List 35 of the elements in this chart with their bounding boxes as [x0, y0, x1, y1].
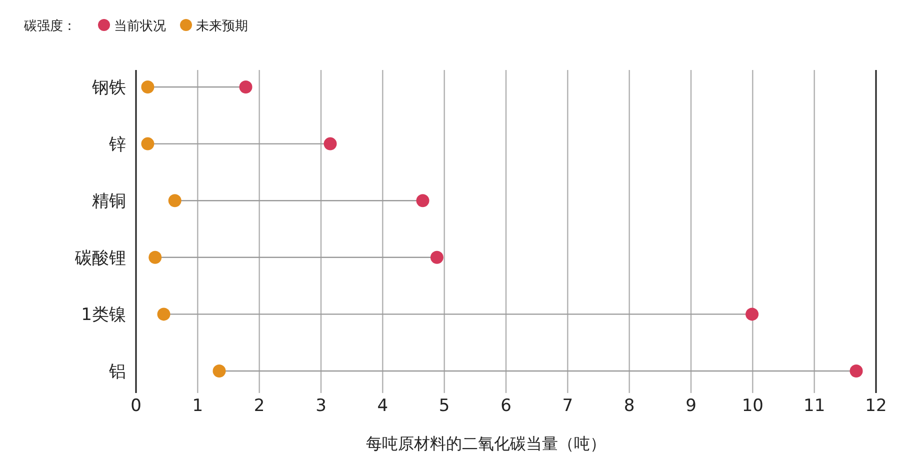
y-tick-label: 铝 [108, 362, 126, 382]
x-axis-title: 每吨原材料的二氧化碳当量（吨） [366, 434, 606, 453]
legend-label: 当前状况 [114, 19, 166, 34]
x-tick-label: 1 [192, 396, 204, 416]
x-tick-label: 7 [562, 396, 574, 416]
y-tick-label: 精铜 [92, 192, 126, 212]
point [212, 364, 226, 378]
x-tick-label: 3 [316, 396, 326, 416]
y-tick-label: 钢铁 [91, 78, 126, 98]
x-tick-label: 9 [686, 396, 696, 416]
x-tick-label: 5 [438, 396, 450, 416]
x-tick-label: 8 [624, 396, 635, 416]
point [157, 308, 170, 321]
point [141, 137, 154, 150]
point [746, 308, 759, 321]
legend-title: 碳强度： [23, 18, 76, 34]
point [416, 194, 430, 208]
y-tick-label: 1类镍 [81, 305, 126, 326]
y-tick-label: 锌 [108, 134, 126, 155]
point [324, 137, 337, 150]
point [430, 250, 444, 264]
x-tick-label: 10 [742, 396, 764, 416]
point [239, 80, 252, 94]
x-tick-label: 11 [804, 396, 826, 416]
y-tick-label: 碳酸锂 [74, 248, 126, 268]
x-tick-label: 0 [130, 396, 142, 416]
legend-label: 未来预期 [196, 19, 248, 34]
x-tick-label: 4 [377, 396, 388, 416]
point [168, 194, 182, 208]
point [850, 364, 863, 378]
x-tick-label: 2 [254, 396, 265, 416]
x-tick-label: 6 [500, 396, 512, 416]
point [141, 80, 154, 94]
point [148, 250, 162, 264]
x-tick-label: 12 [865, 396, 887, 416]
